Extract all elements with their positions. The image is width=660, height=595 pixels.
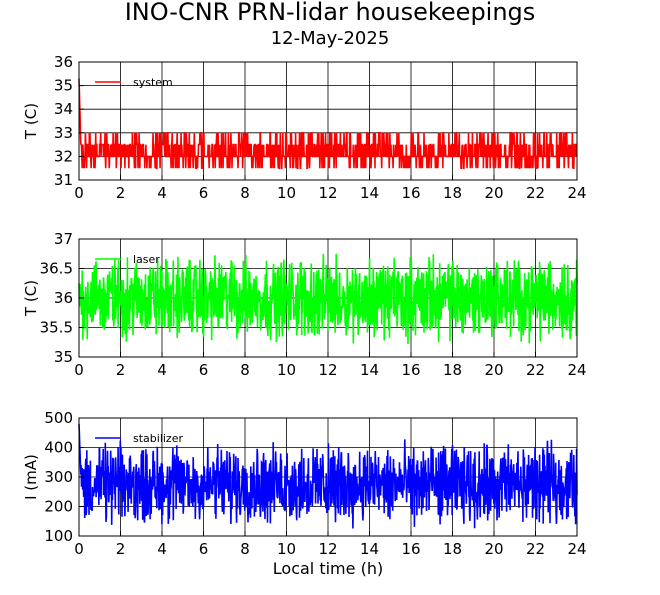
- x-tick-label: 14: [360, 184, 379, 202]
- chart-date: 12-May-2025: [270, 28, 390, 49]
- legend-label: system: [133, 76, 173, 89]
- y-tick-label: 36: [54, 289, 73, 307]
- y-tick-label: 200: [44, 498, 73, 516]
- y-tick-label: 35: [54, 77, 73, 95]
- x-tick-label: 2: [116, 184, 126, 202]
- x-axis-label: Local time (h): [273, 559, 383, 578]
- series-line-stabilizer: [78, 423, 578, 529]
- x-tick-label: 16: [401, 540, 420, 558]
- y-tick-label: 37: [54, 230, 73, 248]
- x-tick-label: 10: [277, 184, 296, 202]
- y-tick-label: 300: [44, 468, 73, 486]
- x-tick-label: 0: [74, 184, 84, 202]
- x-tick-label: 22: [526, 184, 545, 202]
- x-tick-label: 12: [318, 361, 337, 379]
- x-tick-label: 6: [199, 361, 209, 379]
- y-axis-label: I (mA): [22, 454, 40, 500]
- x-tick-label: 16: [401, 184, 420, 202]
- x-tick-label: 4: [157, 361, 167, 379]
- x-tick-label: 4: [157, 184, 167, 202]
- chart-title: INO-CNR PRN-lidar housekeepings: [124, 0, 536, 26]
- y-tick-label: 500: [44, 409, 73, 427]
- x-tick-label: 8: [240, 540, 250, 558]
- x-tick-label: 18: [443, 184, 462, 202]
- x-tick-label: 10: [277, 361, 296, 379]
- x-tick-label: 20: [484, 540, 503, 558]
- x-tick-label: 0: [74, 361, 84, 379]
- y-axis-label: T (C): [22, 103, 40, 140]
- y-tick-label: 33: [54, 124, 73, 142]
- legend-label: stabilizer: [133, 432, 183, 445]
- x-tick-label: 8: [240, 184, 250, 202]
- y-tick-label: 100: [44, 527, 73, 545]
- x-tick-label: 12: [318, 184, 337, 202]
- x-tick-label: 14: [360, 540, 379, 558]
- y-tick-label: 35.5: [40, 319, 73, 337]
- x-tick-label: 16: [401, 361, 420, 379]
- y-tick-label: 36.5: [40, 260, 73, 278]
- x-tick-label: 4: [157, 540, 167, 558]
- y-tick-label: 36: [54, 53, 73, 71]
- y-tick-label: 400: [44, 439, 73, 457]
- series-line-laser: [78, 253, 578, 345]
- x-tick-label: 24: [567, 361, 586, 379]
- x-tick-label: 2: [116, 540, 126, 558]
- x-tick-label: 18: [443, 540, 462, 558]
- x-tick-label: 6: [199, 184, 209, 202]
- x-tick-label: 22: [526, 361, 545, 379]
- x-tick-label: 20: [484, 361, 503, 379]
- x-tick-label: 14: [360, 361, 379, 379]
- x-tick-label: 8: [240, 361, 250, 379]
- x-tick-label: 12: [318, 540, 337, 558]
- y-tick-label: 34: [54, 100, 73, 118]
- legend-label: laser: [133, 253, 160, 266]
- x-tick-label: 20: [484, 184, 503, 202]
- x-tick-label: 24: [567, 540, 586, 558]
- x-tick-label: 6: [199, 540, 209, 558]
- x-tick-label: 18: [443, 361, 462, 379]
- x-tick-label: 24: [567, 184, 586, 202]
- x-tick-label: 10: [277, 540, 296, 558]
- x-tick-label: 0: [74, 540, 84, 558]
- y-axis-label: T (C): [22, 280, 40, 317]
- series-line-system: [78, 78, 578, 169]
- y-tick-label: 32: [54, 147, 73, 165]
- y-tick-label: 31: [54, 171, 73, 189]
- x-tick-label: 22: [526, 540, 545, 558]
- y-tick-label: 35: [54, 348, 73, 366]
- x-tick-label: 2: [116, 361, 126, 379]
